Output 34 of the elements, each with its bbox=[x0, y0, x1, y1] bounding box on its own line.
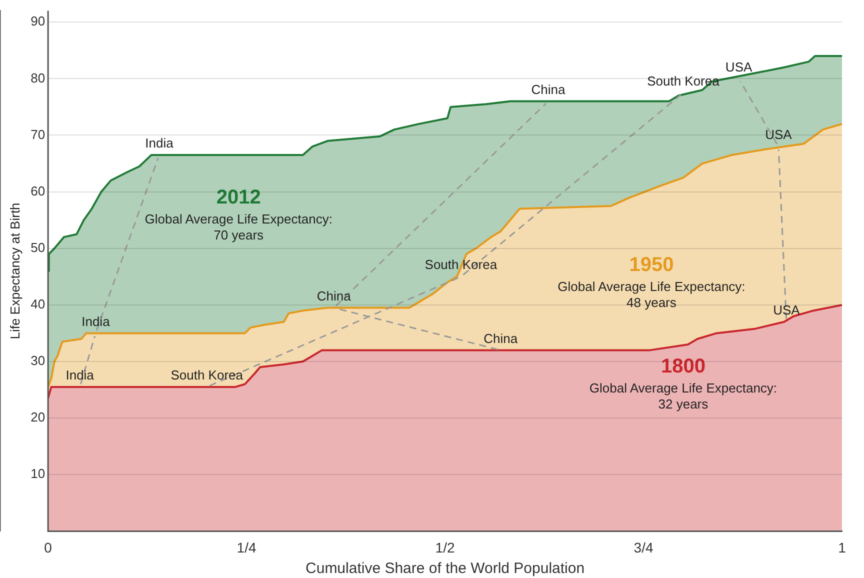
annotation: China bbox=[484, 330, 518, 346]
series-label: 1950 bbox=[629, 254, 674, 276]
annotation: USA bbox=[773, 302, 800, 318]
annotation: Global Average Life Expectancy: 32 years bbox=[589, 380, 778, 412]
y-tick-label: 20 bbox=[30, 410, 46, 425]
y-tick-label: 10 bbox=[30, 466, 46, 482]
y-tick-label: 50 bbox=[30, 240, 46, 255]
annotation: India bbox=[145, 136, 174, 151]
x-tick-label: 1 bbox=[838, 539, 846, 556]
x-axis-title: Cumulative Share of the World Population bbox=[306, 560, 585, 578]
x-tick-label: 1/4 bbox=[236, 539, 256, 556]
annotation: Global Average Life Expectancy: 48 years bbox=[558, 279, 746, 310]
x-tick-label: 0 bbox=[44, 539, 52, 556]
annotation: South Korea bbox=[424, 257, 498, 272]
series-label: 2012 bbox=[216, 186, 261, 208]
annotation: India bbox=[82, 314, 111, 329]
x-tick-label: 1/2 bbox=[435, 539, 455, 556]
annotation: China bbox=[531, 82, 566, 97]
y-tick-label: 60 bbox=[30, 183, 46, 198]
y-tick-label: 30 bbox=[30, 353, 46, 368]
series-label: 1800 bbox=[660, 355, 706, 378]
annotation: China bbox=[316, 288, 352, 304]
annotation: South Korea bbox=[170, 368, 244, 383]
annotation: South Korea bbox=[647, 73, 720, 88]
y-tick-label: 70 bbox=[30, 126, 46, 142]
annotation: USA bbox=[725, 59, 752, 74]
x-tick-label: 3/4 bbox=[634, 539, 654, 556]
annotation: USA bbox=[765, 127, 792, 142]
y-tick-label: 90 bbox=[30, 14, 46, 29]
annotation: Global Average Life Expectancy: 70 years bbox=[144, 211, 332, 242]
y-tick-label: 80 bbox=[30, 70, 46, 86]
y-tick-label: 40 bbox=[30, 296, 46, 312]
y-axis-title: Life Expectancy at Birth bbox=[7, 202, 22, 340]
annotation: India bbox=[66, 368, 95, 383]
